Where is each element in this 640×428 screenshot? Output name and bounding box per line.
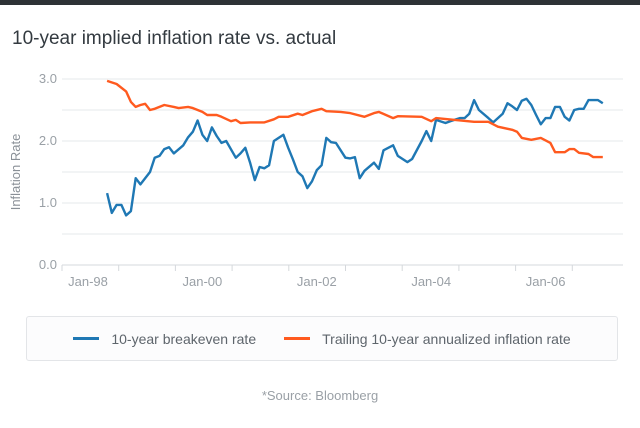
legend-item-breakeven[interactable]: 10-year breakeven rate (73, 331, 256, 347)
x-axis-ticks: Jan-98 Jan-00 Jan-02 Jan-04 Jan-06 (68, 274, 565, 289)
y-axis-ticks: 0.0 1.0 2.0 3.0 (39, 71, 57, 272)
line-chart: 0.01.02.03.0 Jan-98 Jan-00 Jan-02 Jan-04 Jan… (8, 71, 623, 289)
series-line-breakeven (105, 97, 604, 217)
series-lines (105, 79, 604, 217)
x-tick-label: Jan-06 (526, 274, 566, 289)
x-tick-label: Jan-00 (183, 274, 223, 289)
legend-item-trailing-inflation[interactable]: Trailing 10-year annualized inflation ra… (284, 331, 571, 347)
y-tick-label: 3.0 (39, 71, 57, 86)
y-tick-label: 0.0 (39, 257, 57, 272)
x-tick-label: Jan-02 (297, 274, 337, 289)
legend: 10-year breakeven rate Trailing 10-year … (26, 316, 618, 361)
top-bar (0, 0, 640, 5)
x-tick-label: Jan-04 (411, 274, 451, 289)
y-axis-label: Inflation Rate (8, 134, 23, 211)
chart-title: 10-year implied inflation rate vs. actua… (12, 28, 337, 49)
legend-swatch (284, 337, 311, 340)
legend-label: Trailing 10-year annualized inflation ra… (322, 330, 571, 347)
x-tick-label: Jan-98 (68, 274, 108, 289)
legend-label: 10-year breakeven rate (111, 330, 257, 347)
grid (61, 78, 623, 271)
series-line-trailing-inflation (106, 79, 603, 159)
y-tick-label: 1.0 (39, 195, 57, 210)
y-tick-label: 2.0 (39, 133, 57, 148)
source-note: *Source: Bloomberg (261, 388, 379, 403)
legend-swatch (73, 337, 100, 340)
